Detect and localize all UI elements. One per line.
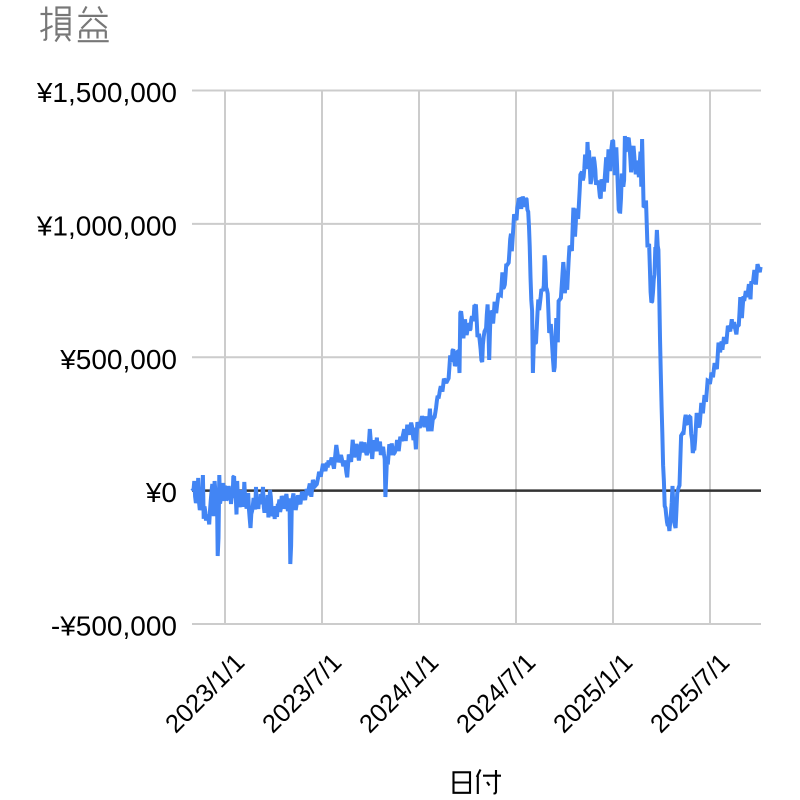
svg-text:¥0: ¥0 xyxy=(145,477,177,508)
svg-text:¥500,000: ¥500,000 xyxy=(59,344,177,375)
svg-text:-¥500,000: -¥500,000 xyxy=(51,611,177,642)
svg-text:¥1,000,000: ¥1,000,000 xyxy=(36,210,177,241)
svg-text:¥1,500,000: ¥1,500,000 xyxy=(36,77,177,108)
